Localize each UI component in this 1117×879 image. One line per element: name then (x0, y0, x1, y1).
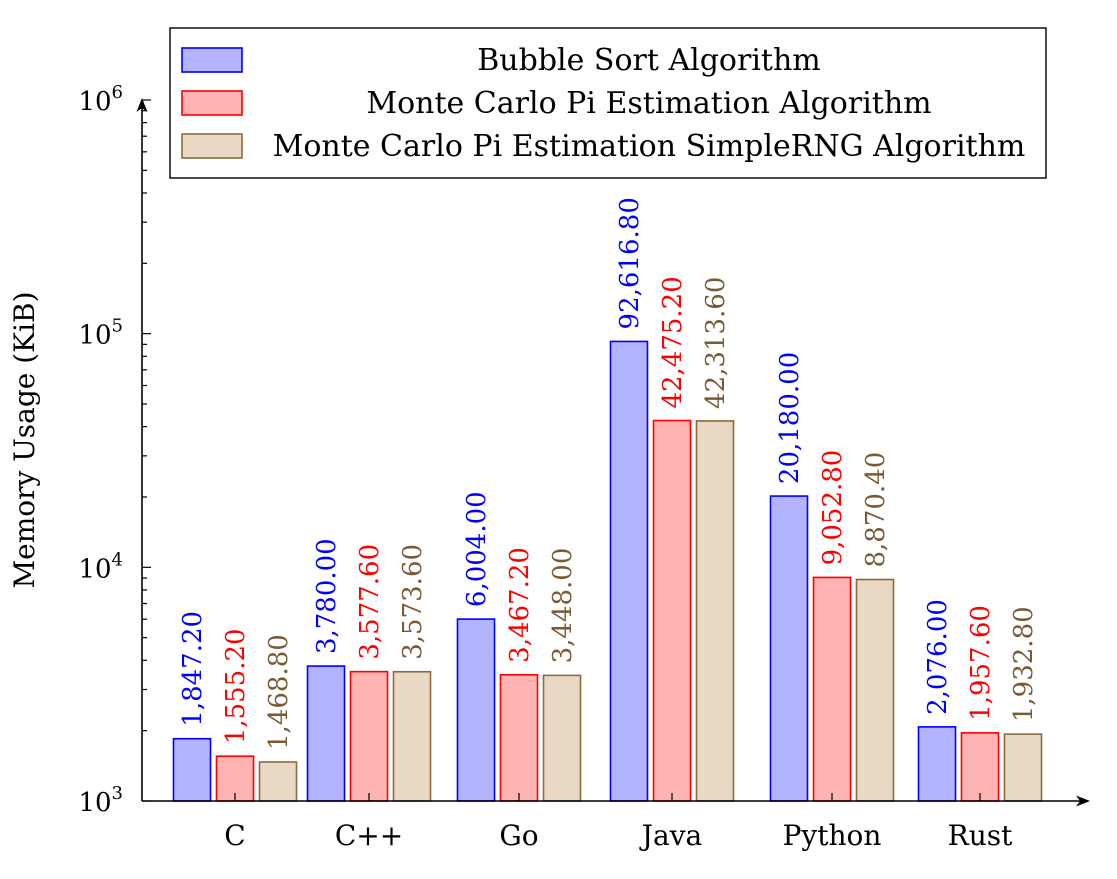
bar (855, 578, 895, 802)
y-tick-label: 106 (78, 82, 123, 117)
y-axis-ticks (142, 99, 151, 802)
legend-swatch (181, 133, 243, 159)
bar-value-label: 92,616.80 (615, 197, 645, 329)
bar-value-label: 3,577.60 (355, 544, 385, 660)
legend-swatch (181, 47, 243, 73)
bar (812, 576, 852, 802)
bar (499, 674, 539, 802)
bar-value-label: 3,467.20 (505, 547, 535, 663)
x-category-labels: C C++ Go Java Python Rust (224, 793, 1013, 852)
bars-group (172, 340, 1043, 802)
bar (769, 495, 809, 802)
bar-value-label: 3,573.60 (398, 544, 428, 660)
y-axis-title: Memory Usage (KiB) (8, 291, 41, 588)
axes (136, 98, 1090, 807)
bar-value-label: 3,780.00 (312, 538, 342, 654)
x-category-label: C++ (335, 819, 403, 852)
bar-value-label: 42,313.60 (701, 277, 731, 409)
bar (456, 618, 496, 802)
y-axis-arrowhead (136, 98, 148, 112)
x-category-label: Go (499, 819, 538, 852)
bar (960, 732, 1000, 802)
bar-value-label: 2,076.00 (923, 599, 953, 715)
bar (172, 737, 212, 802)
bar (917, 726, 957, 802)
y-tick-labels: 103 104 105 106 (78, 82, 123, 818)
bar (609, 340, 649, 802)
bar-value-label: 6,004.00 (462, 491, 492, 607)
x-category-label: Rust (948, 819, 1013, 852)
x-category-label: C (224, 819, 245, 852)
legend-swatch (181, 90, 243, 116)
bar (306, 665, 346, 802)
bar (392, 670, 432, 802)
bar-value-label: 42,475.20 (658, 276, 688, 408)
bar (349, 670, 389, 802)
bar-value-label: 8,870.40 (861, 452, 891, 568)
legend-label: Monte Carlo Pi Estimation SimpleRNG Algo… (273, 129, 1026, 164)
legend-label: Bubble Sort Algorithm (477, 43, 821, 78)
bar (652, 419, 692, 802)
bar-value-label: 1,957.60 (966, 605, 996, 721)
bar-value-label: 3,448.00 (548, 548, 578, 664)
bar-value-label: 1,932.80 (1009, 606, 1039, 722)
y-tick-label: 103 (78, 783, 123, 818)
legend-box (169, 27, 1047, 179)
y-tick-label: 105 (78, 316, 123, 351)
x-category-label: Python (783, 819, 882, 852)
x-category-label: Java (639, 819, 702, 852)
bar-value-label: 1,847.20 (178, 611, 208, 727)
bar-value-label: 1,468.80 (264, 634, 294, 750)
bar (542, 674, 582, 802)
legend-label: Monte Carlo Pi Estimation Algorithm (366, 86, 931, 121)
data-labels-group: 1,847.20 1,555.20 1,468.80 3,780.00 3,577.60… (178, 197, 1039, 750)
bar (695, 420, 735, 802)
y-tick-label: 104 (78, 549, 123, 584)
legend: Bubble Sort Algorithm Monte Carlo Pi Esti… (169, 27, 1047, 179)
x-axis-arrowhead (1076, 795, 1090, 807)
bar (258, 761, 298, 802)
bar-value-label: 20,180.00 (775, 352, 805, 484)
bar (1003, 733, 1043, 802)
bar-value-label: 1,555.20 (221, 628, 251, 744)
bar-value-label: 9,052.80 (818, 450, 848, 566)
